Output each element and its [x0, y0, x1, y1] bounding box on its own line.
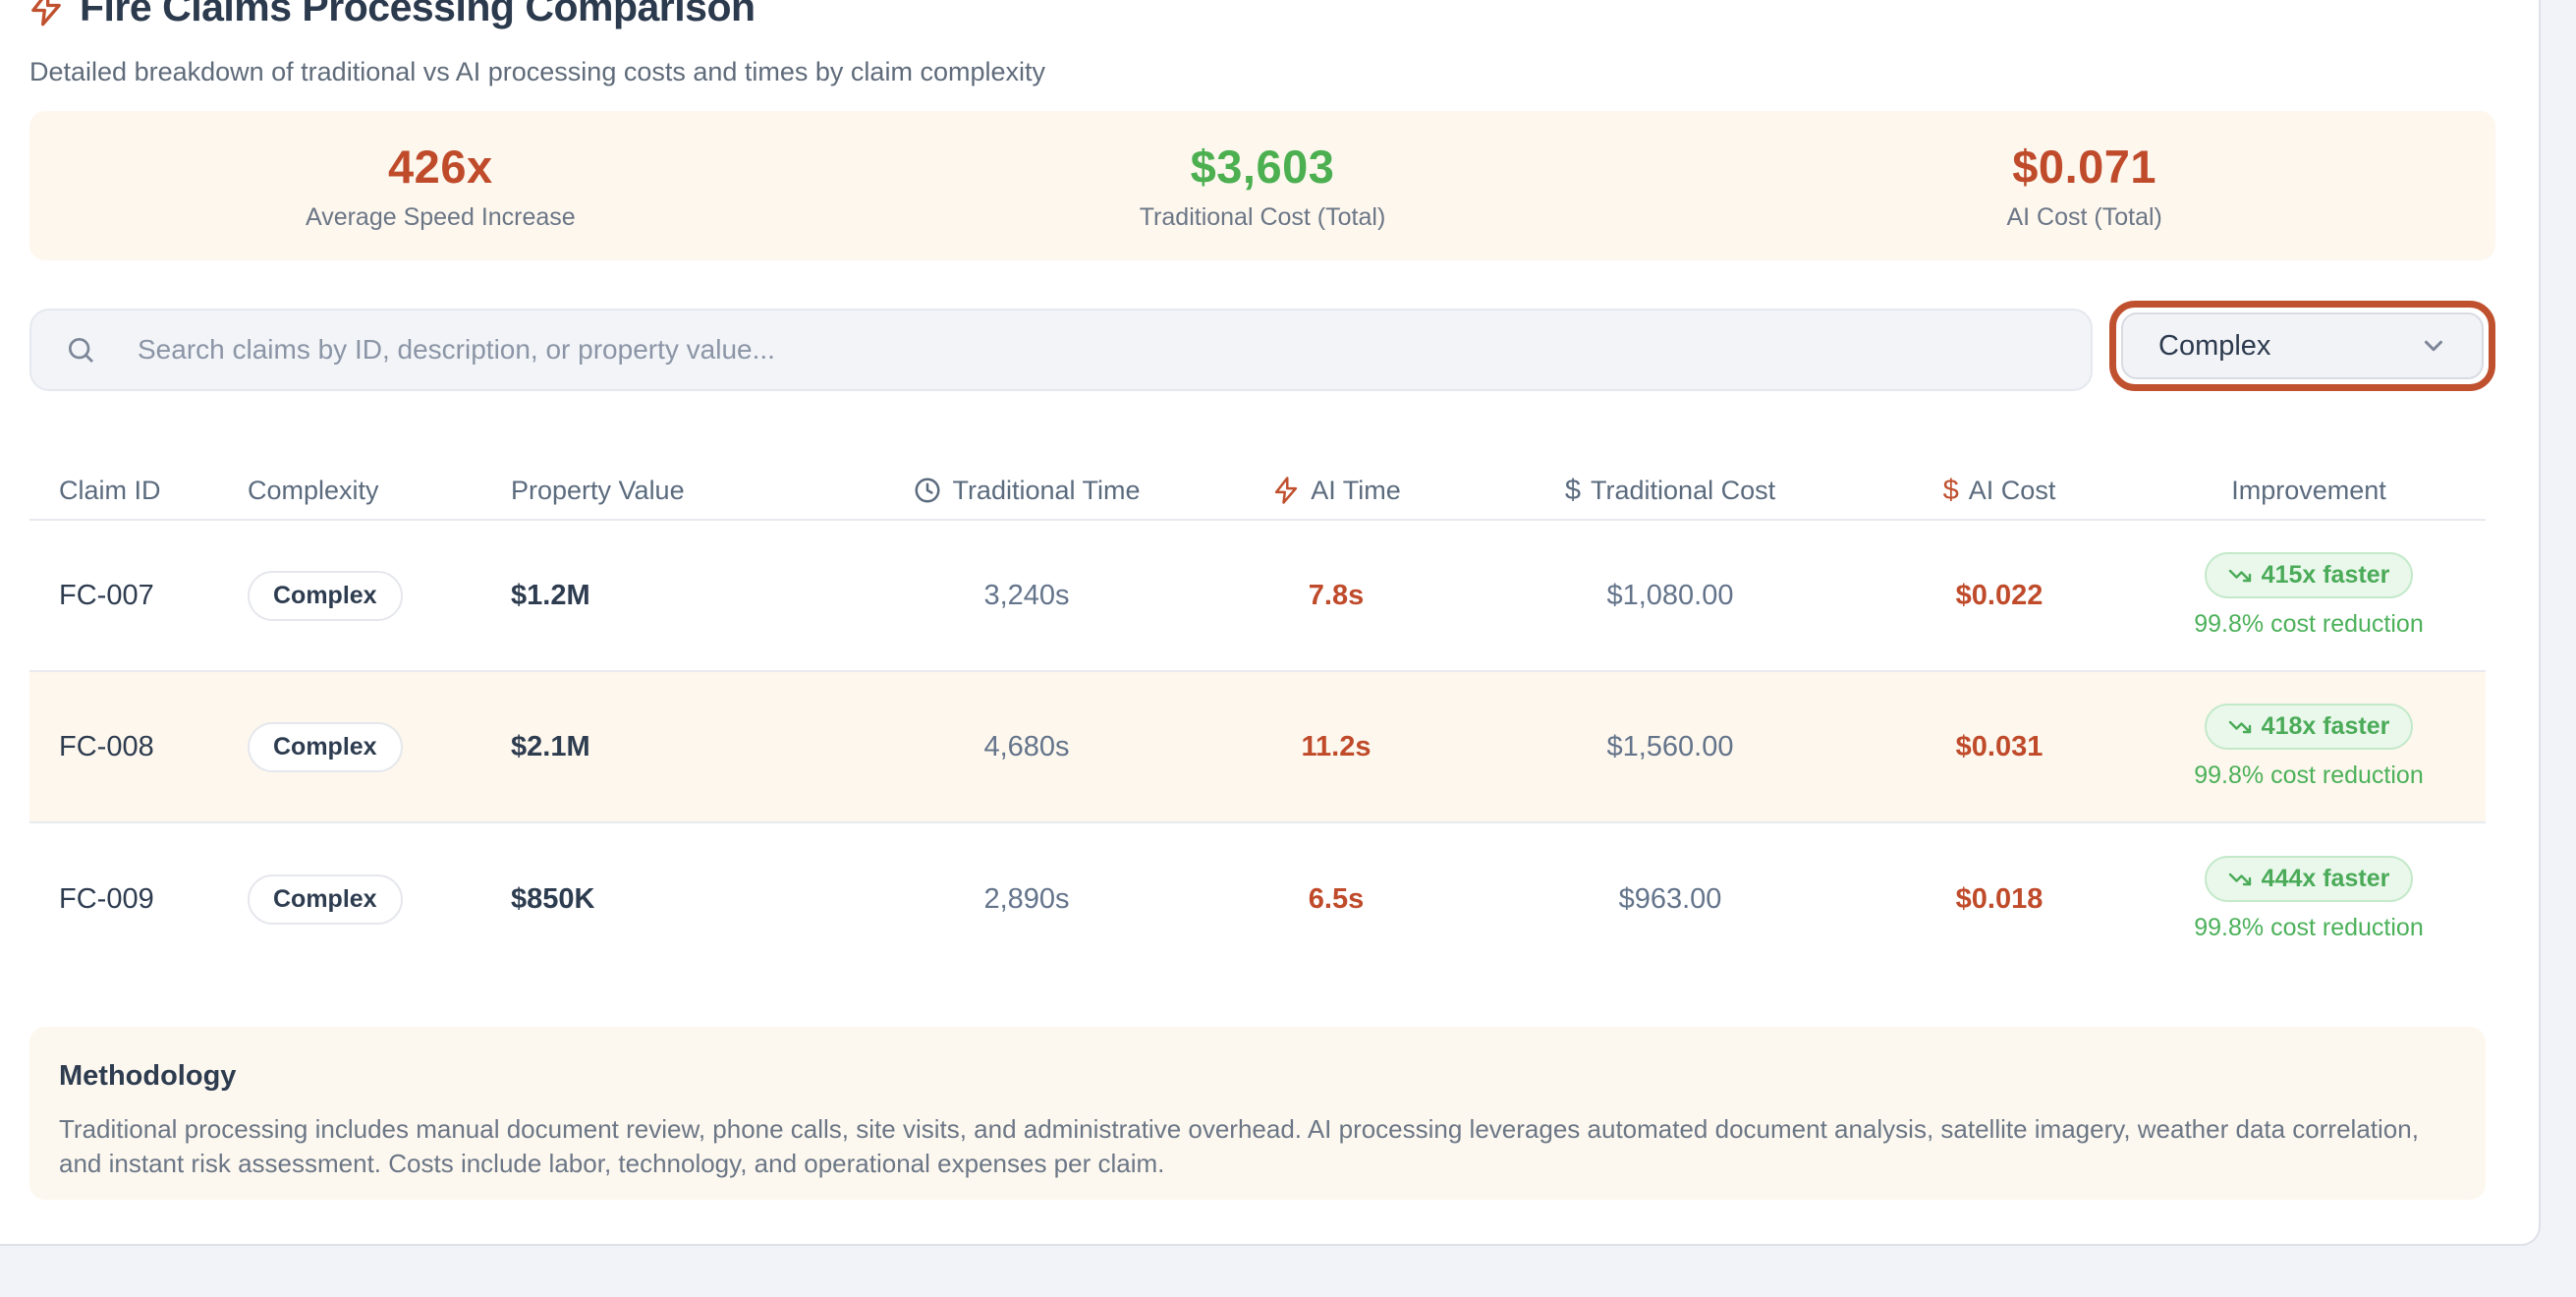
traditional-cost: $1,080.00: [1606, 579, 1734, 611]
stat-value: 426x: [388, 141, 493, 193]
property-value: $2.1M: [511, 730, 590, 762]
summary-stats-panel: 426x Average Speed Increase $3,603 Tradi…: [29, 111, 2495, 260]
ai-time: 11.2s: [1301, 730, 1372, 762]
complexity-filter-value: Complex: [2158, 329, 2271, 362]
lightning-bolt-icon: [31, 0, 61, 26]
search-container: [29, 309, 2093, 391]
dollar-icon: $: [1942, 474, 1959, 506]
header-ai-cost: $ AI Cost: [1942, 474, 2056, 506]
cost-reduction-label: 99.8% cost reduction: [2194, 610, 2424, 638]
trending-down-icon: [2228, 873, 2251, 885]
main-content-card: Fire Claims Processing Comparison Detail…: [0, 0, 2541, 1246]
improvement-cell: 415x faster 99.8% cost reduction: [2132, 552, 2486, 639]
complexity-cell: Complex: [248, 721, 511, 772]
header-claim-id: Claim ID: [59, 475, 161, 505]
speed-badge: 444x faster: [2204, 856, 2414, 902]
ai-cost: $0.031: [1955, 730, 2044, 762]
complexity-badge: Complex: [248, 570, 403, 621]
claim-id: FC-009: [59, 882, 154, 915]
trending-down-icon: [2228, 720, 2251, 733]
trending-down-icon: [2228, 569, 2251, 582]
claim-id: FC-008: [59, 730, 154, 762]
ai-time: 6.5s: [1308, 882, 1365, 915]
ai-time: 7.8s: [1308, 579, 1365, 611]
chevron-down-icon: [2425, 340, 2442, 352]
table-header-row: Claim ID Complexity Property Value Tradi…: [29, 462, 2486, 521]
header-traditional-time: Traditional Time: [855, 476, 1199, 506]
complexity-badge: Complex: [248, 874, 403, 925]
property-value: $1.2M: [511, 579, 590, 611]
ai-cost: $0.018: [1955, 882, 2044, 915]
methodology-heading: Methodology: [59, 1060, 237, 1092]
traditional-cost: $963.00: [1618, 882, 1722, 915]
page-subtitle: Detailed breakdown of traditional vs AI …: [29, 57, 1045, 86]
table-row: FC-009 Complex $850K 2,890s 6.5s $963.00…: [29, 823, 2486, 975]
claims-table: Claim ID Complexity Property Value Tradi…: [29, 462, 2486, 975]
stat-speed-increase: 426x Average Speed Increase: [29, 140, 852, 232]
table-row: FC-008 Complex $2.1M 4,680s 11.2s $1,560…: [29, 672, 2486, 823]
ai-cost: $0.022: [1955, 579, 2044, 611]
traditional-cost: $1,560.00: [1606, 730, 1734, 762]
speed-badge: 415x faster: [2204, 552, 2414, 598]
header-traditional-cost: $ Traditional Cost: [1564, 474, 1776, 506]
complexity-filter-focus-ring: Complex: [2109, 301, 2495, 391]
complexity-filter-select[interactable]: Complex: [2121, 312, 2484, 379]
complexity-badge: Complex: [248, 721, 403, 772]
dollar-icon: $: [1564, 474, 1582, 506]
traditional-time: 2,890s: [983, 882, 1070, 915]
stat-label: AI Cost (Total): [2006, 203, 2162, 231]
complexity-cell: Complex: [248, 570, 511, 621]
traditional-time: 4,680s: [983, 730, 1070, 762]
claim-id: FC-007: [59, 579, 154, 611]
stat-label: Average Speed Increase: [305, 203, 576, 231]
header-property-value: Property Value: [511, 475, 685, 505]
page-title: Fire Claims Processing Comparison: [80, 0, 756, 29]
table-row: FC-007 Complex $1.2M 3,240s 7.8s $1,080.…: [29, 521, 2486, 672]
methodology-body: Traditional processing includes manual d…: [59, 1114, 2419, 1179]
stat-value: $3,603: [1190, 141, 1335, 193]
search-input[interactable]: [29, 309, 2093, 391]
property-value: $850K: [511, 882, 595, 915]
traditional-time: 3,240s: [983, 579, 1070, 611]
speed-badge: 418x faster: [2204, 704, 2414, 750]
header-complexity: Complexity: [248, 475, 379, 505]
improvement-cell: 444x faster 99.8% cost reduction: [2132, 856, 2486, 942]
stat-traditional-cost-total: $3,603 Traditional Cost (Total): [852, 140, 1674, 232]
cost-reduction-label: 99.8% cost reduction: [2194, 761, 2424, 789]
cost-reduction-label: 99.8% cost reduction: [2194, 914, 2424, 941]
lightning-bolt-icon: [1275, 477, 1298, 504]
page-header: Fire Claims Processing Comparison: [27, 0, 756, 30]
clock-icon: [915, 478, 940, 503]
stat-ai-cost-total: $0.071 AI Cost (Total): [1673, 140, 2495, 232]
methodology-panel: Methodology Traditional processing inclu…: [29, 1027, 2486, 1200]
stat-value: $0.071: [2012, 141, 2157, 193]
improvement-cell: 418x faster 99.8% cost reduction: [2132, 704, 2486, 790]
header-ai-time: AI Time: [1199, 476, 1474, 506]
complexity-cell: Complex: [248, 874, 511, 925]
stat-label: Traditional Cost (Total): [1139, 203, 1386, 231]
header-improvement: Improvement: [2231, 475, 2386, 505]
